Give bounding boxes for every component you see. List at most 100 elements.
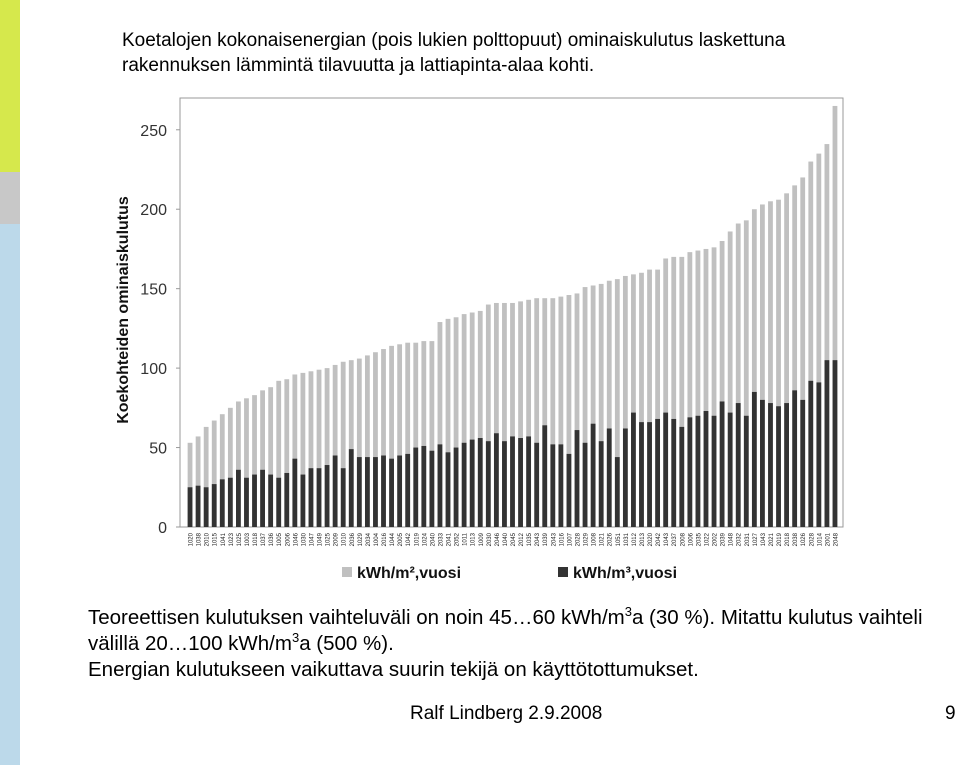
bar: [268, 387, 274, 527]
bar: [760, 204, 765, 527]
bar: [808, 161, 814, 528]
x-tick-label: 2013: [640, 532, 646, 546]
bar: [639, 272, 644, 527]
x-tick-label: 2031: [745, 532, 751, 546]
bar: [405, 453, 411, 527]
bar: [300, 372, 306, 527]
y-tick-label: 150: [140, 282, 167, 299]
text: a (30 %). Mitattu kulutus vaihteli välil…: [88, 606, 923, 655]
bar: [469, 439, 475, 527]
bar: [348, 449, 354, 527]
bar: [784, 403, 789, 527]
x-tick-label: 1048: [729, 532, 735, 546]
bar: [727, 231, 733, 527]
x-tick-label: 1020: [189, 532, 195, 546]
bar: [429, 450, 435, 527]
x-tick-label: 1027: [753, 532, 759, 546]
bar: [719, 241, 725, 527]
x-tick-label: 1031: [624, 532, 630, 546]
x-tick-label: 1043: [761, 532, 767, 546]
x-tick-label: 2009: [334, 532, 340, 546]
bar: [413, 342, 419, 527]
bar: [743, 415, 749, 527]
text: Teoreettisen kulutuksen vaihteluväli on …: [88, 606, 625, 629]
bar: [566, 453, 572, 527]
x-tick-label: 1010: [342, 532, 348, 546]
bar: [381, 349, 386, 527]
bar: [461, 442, 467, 527]
bar: [445, 452, 451, 527]
bar: [832, 105, 838, 527]
x-tick-label: 2040: [430, 532, 436, 546]
x-tick-label: 1022: [704, 532, 710, 546]
bar: [195, 436, 201, 527]
bar: [663, 258, 669, 527]
bar: [260, 390, 265, 527]
x-tick-label: 1029: [358, 532, 364, 546]
y-tick-label: 0: [158, 520, 167, 537]
bar: [518, 438, 523, 527]
bar: [445, 318, 451, 527]
bar: [252, 395, 257, 527]
bar: [542, 425, 548, 527]
x-tick-label: 2016: [382, 532, 388, 546]
bar: [227, 407, 233, 527]
bar: [421, 445, 427, 527]
x-tick-label: 1009: [479, 532, 485, 546]
x-tick-label: 2041: [447, 532, 453, 546]
x-tick-label: 1042: [406, 532, 412, 546]
bar: [421, 341, 427, 527]
bar: [461, 314, 467, 527]
bar: [776, 199, 781, 527]
x-tick-label: 1015: [213, 532, 219, 546]
x-tick-label: 1041: [221, 532, 227, 546]
bar: [324, 465, 330, 527]
bar: [655, 269, 661, 527]
x-tick-label: 2006: [285, 532, 291, 546]
bar: [348, 360, 354, 527]
x-tick-label: 1036: [269, 532, 275, 546]
bar: [679, 426, 685, 527]
x-tick-label: 1051: [616, 532, 622, 546]
bar: [792, 390, 798, 527]
bar: [203, 487, 209, 527]
bar: [631, 274, 636, 527]
bar: [429, 341, 435, 527]
x-tick-label: 1043: [664, 532, 670, 546]
bar: [711, 247, 717, 527]
x-tick-label: 1040: [503, 532, 509, 546]
side-accent: [0, 172, 20, 224]
bar: [510, 302, 515, 527]
x-tick-label: 2043: [535, 532, 541, 546]
bar: [703, 411, 709, 527]
bar: [252, 474, 257, 527]
x-tick-label: 1049: [318, 532, 324, 546]
bar: [687, 252, 693, 527]
bar: [389, 345, 394, 527]
x-tick-label: 1018: [253, 532, 259, 546]
x-tick-label: 2012: [519, 532, 525, 546]
bar: [751, 391, 757, 527]
bar: [768, 403, 773, 527]
x-tick-label: 1005: [277, 532, 283, 546]
x-tick-label: 2021: [769, 532, 775, 546]
y-tick-label: 50: [149, 441, 167, 458]
bar: [211, 484, 217, 527]
bar: [647, 422, 652, 527]
bar: [622, 275, 628, 527]
bar: [655, 418, 661, 527]
bar: [437, 444, 443, 527]
x-tick-label: 1037: [261, 532, 267, 546]
bar: [477, 310, 483, 527]
title-line: Koetalojen kokonaisenergian (pois lukien…: [122, 30, 786, 51]
bar: [227, 477, 233, 527]
bar: [308, 371, 314, 527]
side-accent: [0, 0, 20, 172]
bar: [550, 444, 556, 527]
x-tick-label: 1024: [422, 532, 428, 546]
x-tick-label: 1029: [584, 532, 590, 546]
bar: [316, 468, 322, 527]
x-tick-label: 2048: [833, 532, 839, 546]
x-tick-label: 2032: [737, 532, 743, 546]
bar: [260, 469, 265, 527]
